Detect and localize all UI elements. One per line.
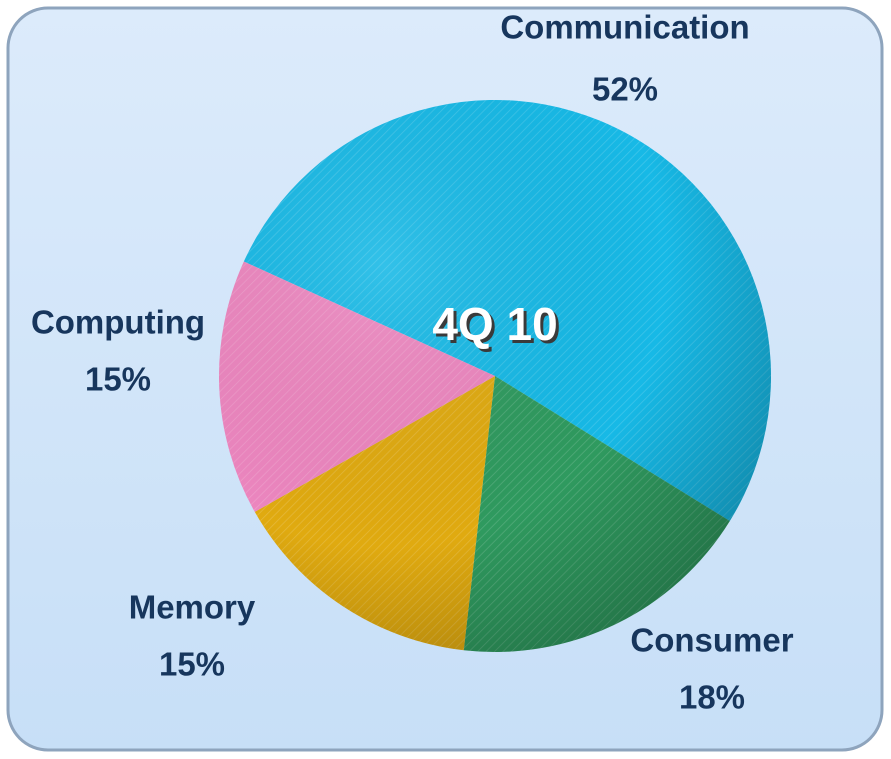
category-label: Consumer [630,622,793,659]
value-label: 15% [159,646,225,683]
value-label: 15% [85,361,151,398]
category-label: Communication [500,9,749,46]
chart-title: 4Q 10 [432,298,557,350]
chart-title-shadow: 4Q 10 [435,301,560,353]
pie-shade [219,100,771,652]
value-label: 52% [592,71,658,108]
category-label: Computing [31,304,205,341]
category-label: Memory [129,589,256,626]
value-label: 18% [679,679,745,716]
